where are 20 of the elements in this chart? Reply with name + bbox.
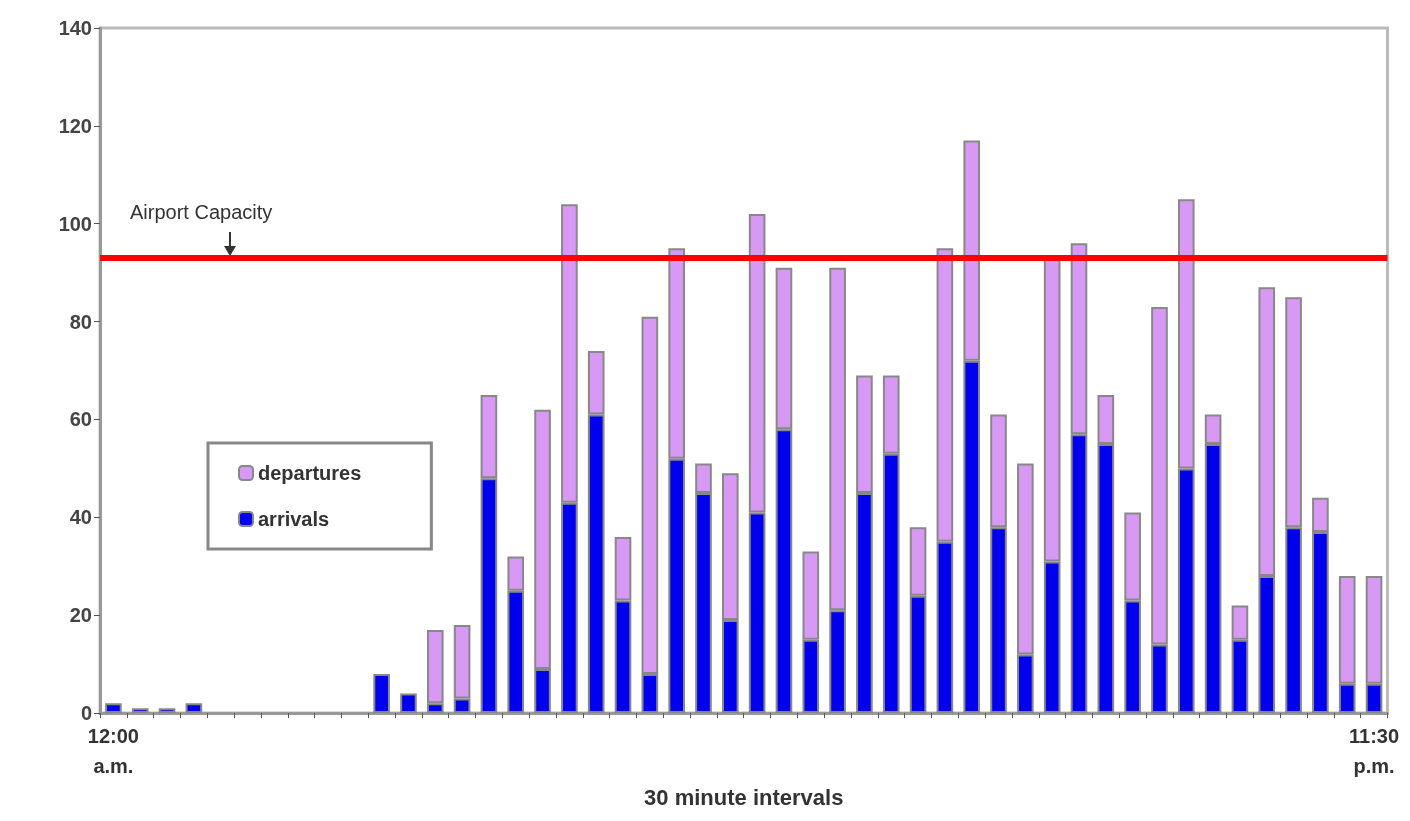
bar bbox=[373, 673, 390, 714]
y-tick-label: 20 bbox=[69, 604, 92, 627]
x-axis-title: 30 minute intervals bbox=[644, 784, 844, 810]
bar bbox=[158, 708, 176, 714]
y-tick-label: 120 bbox=[58, 114, 92, 137]
y-tick-label: 0 bbox=[80, 702, 92, 725]
bar bbox=[185, 703, 203, 714]
legend-label: arrivals bbox=[258, 508, 330, 530]
bar bbox=[105, 703, 122, 714]
bar bbox=[400, 693, 417, 714]
y-tick-label: 80 bbox=[69, 310, 92, 333]
x-tick-label: 11:30 p.m. bbox=[1349, 725, 1400, 778]
bar bbox=[131, 708, 149, 714]
y-tick-label: 60 bbox=[69, 408, 92, 431]
x-tick-label: 12:00 a.m. bbox=[87, 725, 139, 778]
legend-label: departures bbox=[258, 462, 362, 484]
y-tick-label: 100 bbox=[58, 212, 92, 235]
y-tick-label: 40 bbox=[69, 506, 92, 529]
y-tick-label: 140 bbox=[58, 17, 92, 39]
ref-line-label: Airport Capacity bbox=[130, 201, 273, 223]
